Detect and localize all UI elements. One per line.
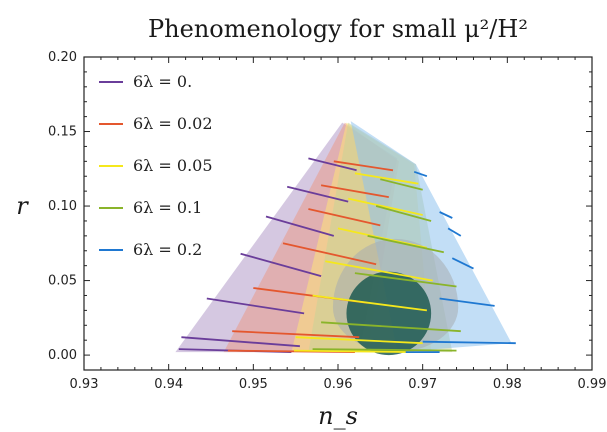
legend-label: 6λ = 0. [133, 72, 192, 91]
series-0-line-1 [181, 336, 300, 348]
series-2-line-5 [348, 197, 423, 216]
x-tick-label: 0.93 [70, 377, 99, 392]
legend-label: 6λ = 0.05 [133, 156, 213, 175]
y-tick-label: 0.15 [48, 125, 77, 140]
legend-label: 6λ = 0.1 [133, 198, 202, 217]
series-4-line-1 [422, 340, 516, 345]
series-2-line-6 [354, 172, 419, 185]
x-tick-label: 0.95 [239, 377, 268, 392]
x-tick-label: 0.97 [408, 377, 437, 392]
series-1-line-4 [308, 208, 381, 227]
series-0-line-3 [240, 252, 322, 277]
series-2-line-1 [295, 336, 423, 345]
series-4-line-4 [447, 227, 462, 237]
series-4-line-6 [413, 170, 428, 178]
y-tick-label: 0.20 [48, 50, 77, 65]
series-3-line-3 [367, 235, 444, 254]
y-axis-label: r [16, 192, 29, 220]
series-3-line-0 [312, 348, 457, 352]
series-3-line-4 [375, 205, 432, 222]
series-4-line-2 [439, 297, 495, 307]
series-4-line-5 [439, 211, 453, 219]
series-1-line-5 [320, 184, 389, 198]
series-1-line-6 [333, 160, 394, 172]
x-tick-label: 0.96 [324, 377, 353, 392]
y-tick-label: 0.10 [48, 199, 77, 214]
legend: 6λ = 0. 6λ = 0.02 6λ = 0.05 6λ = 0.1 6λ = 0.… [99, 72, 213, 259]
series-4-line-3 [451, 257, 474, 270]
contour-1 [346, 271, 432, 356]
series-1-line-1 [232, 330, 360, 339]
series-0-line-6 [308, 157, 357, 172]
series-0-line-4 [265, 215, 335, 237]
series-0-line-2 [206, 297, 305, 315]
legend-label: 6λ = 0.02 [133, 114, 213, 133]
series-1-line-3 [282, 242, 377, 266]
series-0-line-5 [286, 185, 349, 203]
x-tick-label: 0.94 [154, 377, 183, 392]
series-2-line-0 [293, 349, 415, 353]
series-2-line-3 [325, 260, 433, 282]
x-tick-label: 0.99 [578, 377, 607, 392]
chart-title: Phenomenology for small μ²/H² [148, 15, 528, 43]
series-3-line-5 [380, 178, 423, 191]
legend-label: 6λ = 0.2 [133, 240, 202, 259]
series-2-line-2 [312, 294, 428, 312]
y-tick-label: 0.00 [48, 348, 77, 363]
series-3-line-2 [354, 272, 457, 288]
x-axis-label: n_s [318, 402, 358, 430]
series-3-line-1 [321, 321, 461, 333]
x-tick-label: 0.98 [493, 377, 522, 392]
y-tick-label: 0.05 [48, 274, 77, 289]
